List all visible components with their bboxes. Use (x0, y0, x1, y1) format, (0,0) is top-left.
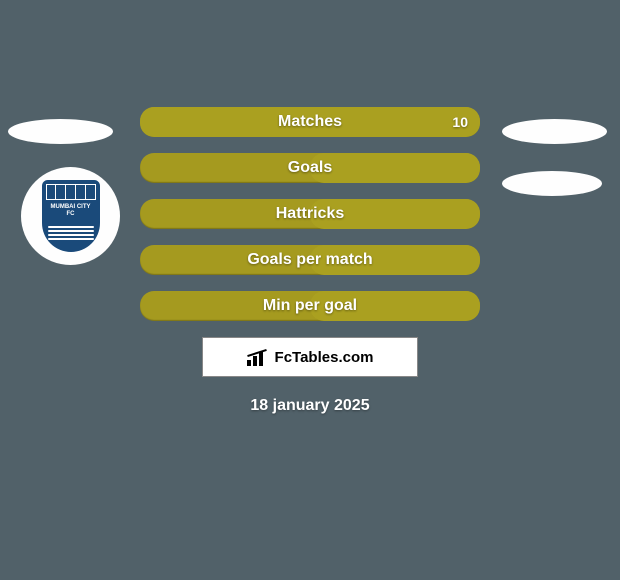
mumbai-city-badge-icon: MUMBAI CITY FC (42, 180, 100, 252)
bar-fill-right (310, 153, 480, 183)
stat-bar: Matches 10 (140, 107, 480, 137)
stat-bar: Hattricks (140, 199, 480, 229)
stat-bar: Min per goal (140, 291, 480, 321)
player2-placeholder-icon (502, 119, 607, 144)
player1-placeholder-icon (8, 119, 113, 144)
club-badge-text: MUMBAI CITY FC (48, 204, 94, 218)
brand-box[interactable]: FcTables.com (202, 337, 418, 377)
bar-value-right: 10 (452, 114, 468, 130)
brand-text: FcTables.com (275, 349, 374, 366)
bar-label: Goals (288, 159, 332, 177)
date-label: 18 january 2025 (0, 397, 620, 415)
bar-label: Min per goal (263, 297, 357, 315)
bar-label: Hattricks (276, 205, 344, 223)
stat-bar: Goals per match (140, 245, 480, 275)
comparison-area: MUMBAI CITY FC Matches 10 Goals Hattricks Go… (0, 107, 620, 415)
club1-badge: MUMBAI CITY FC (21, 167, 120, 265)
bar-label: Matches (278, 113, 342, 131)
stat-bar: Goals (140, 153, 480, 183)
chart-icon (247, 348, 269, 366)
club2-placeholder-icon (502, 171, 602, 196)
stat-bars: Matches 10 Goals Hattricks Goals per match Mi… (140, 107, 480, 321)
bar-label: Goals per match (247, 251, 372, 269)
